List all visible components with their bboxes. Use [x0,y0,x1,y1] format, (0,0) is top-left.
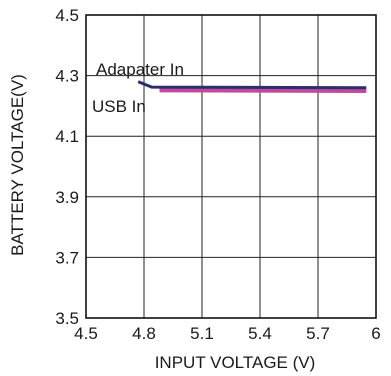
series-layer [137,80,367,94]
x-tick-label: 5.4 [248,324,272,343]
x-tick-label: 5.1 [190,324,214,343]
y-tick-label: 4.5 [55,6,79,25]
y-axis-label: BATTERY VOLTAGE(V) [8,74,27,256]
usb-in-line [159,87,367,94]
y-tick-label: 3.5 [55,309,79,328]
x-axis-label: INPUT VOLTAGE (V) [155,353,316,372]
x-tick-label: 5.7 [306,324,330,343]
tick-labels: 4.5 4.8 5.1 5.4 5.7 6 3.5 3.7 3.9 4.1 4.3 4.5 [55,6,380,343]
x-tick-label: 6 [371,324,380,343]
x-tick-label: 4.8 [132,324,156,343]
adapter-in-line [137,80,367,90]
plot-frame [85,14,377,319]
y-tick-label: 3.9 [55,188,79,207]
grid [86,15,376,318]
x-tick-label: 4.5 [74,324,98,343]
y-tick-label: 3.7 [55,248,79,267]
usb-in-label: USB In [92,97,146,116]
adapter-in-label: Adapater In [96,60,184,79]
y-tick-label: 4.1 [55,127,79,146]
y-tick-label: 4.3 [55,67,79,86]
